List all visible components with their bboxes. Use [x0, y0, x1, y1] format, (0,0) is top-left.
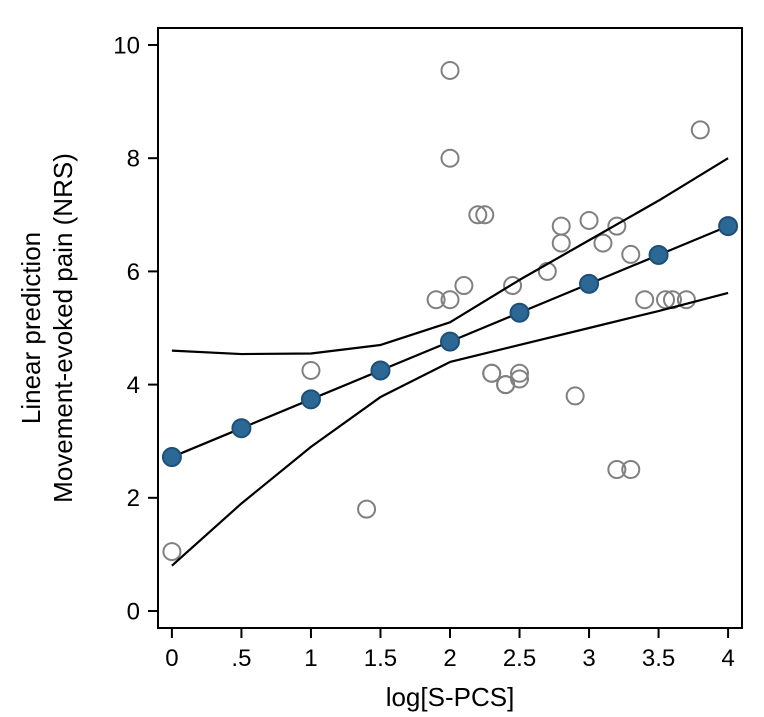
- x-tick-label: 1.5: [364, 645, 397, 672]
- y-tick-label: 0: [127, 598, 140, 625]
- y-tick-label: 6: [127, 259, 140, 286]
- scatter-chart: 0 .5 1 1.5 2 2.5 3 3.5 4 0 2 4 6 8 10 log[S-PCS] Linear …: [0, 0, 764, 717]
- x-axis-label: log[S-PCS]: [386, 682, 515, 712]
- y-tick-label: 10: [113, 32, 140, 59]
- x-tick-label: 2.5: [503, 645, 536, 672]
- x-tick-label: .5: [231, 645, 251, 672]
- y-axis-label-line1: Linear prediction: [16, 232, 46, 424]
- x-tick-label: 3.5: [642, 645, 675, 672]
- x-tick-label: 3: [582, 645, 595, 672]
- x-tick-label: 1: [304, 645, 317, 672]
- y-tick-label: 2: [127, 485, 140, 512]
- y-tick-label: 8: [127, 146, 140, 173]
- x-tick-label: 2: [443, 645, 456, 672]
- x-tick-label: 4: [721, 645, 734, 672]
- x-tick-label: 0: [165, 645, 178, 672]
- y-tick-label: 4: [127, 372, 140, 399]
- y-axis-label-line2: Movement-evoked pain (NRS): [48, 153, 78, 503]
